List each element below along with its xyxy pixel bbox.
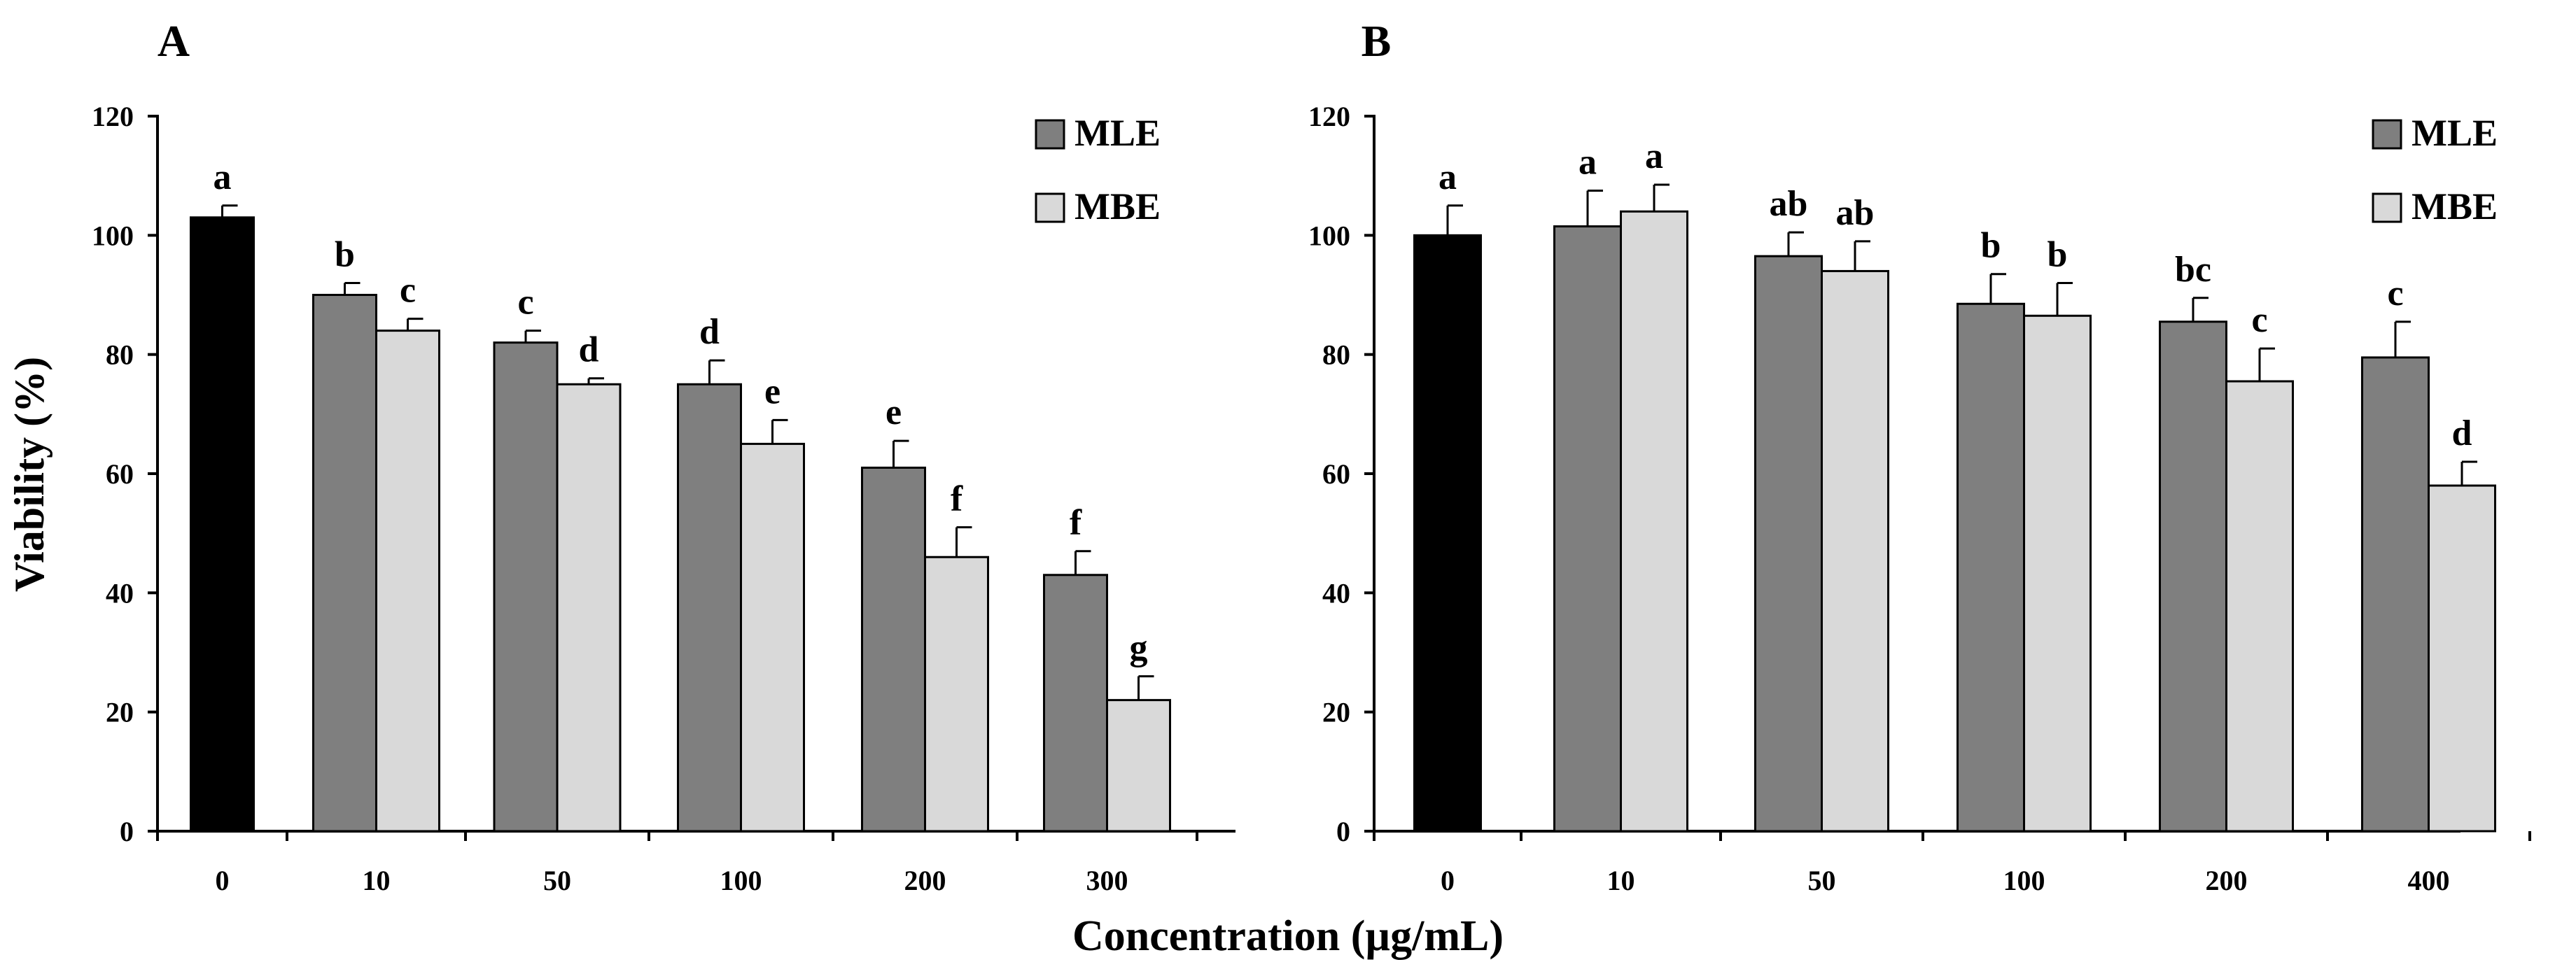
significance-letter: d bbox=[579, 330, 599, 370]
bar-mle bbox=[493, 341, 559, 833]
significance-letter: c bbox=[2387, 274, 2403, 313]
bar-mle bbox=[1553, 225, 1622, 833]
significance-letter: a bbox=[214, 157, 232, 197]
significance-letter: c bbox=[400, 271, 416, 311]
x-axis-label: Concentration (µg/mL) bbox=[1072, 912, 1504, 960]
x-tick-label: 200 bbox=[2206, 865, 2248, 896]
y-tick-label: 80 bbox=[106, 339, 134, 371]
significance-letter: a bbox=[1438, 157, 1457, 197]
bar-control bbox=[190, 216, 255, 833]
significance-letter: g bbox=[1130, 628, 1148, 668]
significance-letter: ab bbox=[1770, 184, 1808, 224]
significance-letter: b bbox=[335, 234, 355, 274]
bar-mbe bbox=[556, 383, 622, 833]
legend-swatch-mle bbox=[1035, 119, 1065, 150]
y-tick-label: 20 bbox=[1322, 697, 1350, 728]
x-tick-label: 10 bbox=[363, 865, 391, 896]
bar-mle bbox=[1043, 574, 1108, 833]
significance-letter: f bbox=[951, 479, 963, 519]
y-tick-label: 20 bbox=[106, 697, 134, 728]
bar-mbe bbox=[2023, 314, 2092, 833]
bar-mle bbox=[312, 294, 377, 833]
significance-letter: a bbox=[1578, 142, 1597, 182]
significance-letter: ab bbox=[1836, 193, 1875, 233]
significance-letter: e bbox=[764, 372, 780, 411]
y-tick-label: 100 bbox=[1308, 220, 1350, 251]
significance-letter: b bbox=[2047, 234, 2068, 274]
y-tick-label: 60 bbox=[1322, 458, 1350, 490]
legend-swatch-mbe bbox=[1035, 192, 1065, 223]
x-tick-label: 200 bbox=[904, 865, 946, 896]
legend-label-mle: MLE bbox=[2412, 112, 2498, 154]
y-tick-label: 100 bbox=[92, 220, 134, 251]
bar-mbe bbox=[1821, 269, 1889, 833]
x-tick-label: 100 bbox=[720, 865, 762, 896]
panel-label-a: A bbox=[158, 16, 190, 66]
bar-mbe bbox=[375, 330, 440, 833]
y-tick-label: 120 bbox=[1308, 101, 1350, 132]
x-tick-label: 100 bbox=[2003, 865, 2045, 896]
significance-letter: c bbox=[517, 283, 533, 323]
legend-label-mbe: MBE bbox=[1074, 185, 1161, 227]
significance-letter: bc bbox=[2175, 250, 2211, 290]
x-tick-label: 50 bbox=[543, 865, 571, 896]
significance-letter: d bbox=[2452, 413, 2472, 453]
bar-mle bbox=[2159, 320, 2227, 833]
x-tick-label: 10 bbox=[1607, 865, 1635, 896]
panel-label-b: B bbox=[1362, 16, 1392, 66]
bar-mbe bbox=[2428, 484, 2496, 833]
bar-mle bbox=[861, 466, 926, 833]
y-tick-label: 60 bbox=[106, 458, 134, 490]
x-tick-label: 0 bbox=[216, 865, 230, 896]
x-tick-label: 300 bbox=[1086, 865, 1128, 896]
legend-swatch-mle bbox=[2372, 119, 2402, 150]
bar-mbe bbox=[1106, 699, 1171, 833]
significance-letter: f bbox=[1070, 503, 1082, 543]
x-tick-label: 400 bbox=[2408, 865, 2450, 896]
bar-mbe bbox=[924, 556, 989, 833]
y-tick-label: 0 bbox=[120, 816, 134, 847]
panel-a: A 0 20 40 60 80 100 120 0 a 10 b c 50 c d 100 d e 200 e f 300 f… bbox=[92, 16, 1236, 896]
x-tick-label: 0 bbox=[1441, 865, 1455, 896]
bar-mbe bbox=[2225, 380, 2294, 833]
significance-letter: a bbox=[1645, 136, 1663, 176]
legend-label-mle: MLE bbox=[1074, 112, 1161, 154]
significance-letter: d bbox=[699, 312, 720, 352]
y-axis-label: Viability (%) bbox=[6, 357, 52, 592]
bar-mle bbox=[1754, 255, 1823, 833]
significance-letter: e bbox=[886, 392, 902, 432]
y-tick-label: 0 bbox=[1336, 816, 1350, 847]
significance-letter: c bbox=[2251, 300, 2267, 340]
legend-label-mbe: MBE bbox=[2412, 185, 2498, 227]
x-tick-label: 50 bbox=[1808, 865, 1836, 896]
bar-mle bbox=[2361, 356, 2430, 833]
legend-swatch-mbe bbox=[2372, 192, 2402, 223]
bar-mbe bbox=[1620, 210, 1688, 833]
y-tick-label: 80 bbox=[1322, 339, 1350, 371]
bar-mbe bbox=[740, 442, 805, 833]
bar-mle bbox=[677, 383, 742, 833]
significance-letter: b bbox=[1981, 226, 2001, 266]
y-tick-label: 40 bbox=[1322, 577, 1350, 609]
y-tick-label: 120 bbox=[92, 101, 134, 132]
bar-mle bbox=[1956, 302, 2025, 833]
bar-control bbox=[1413, 234, 1482, 833]
y-tick-label: 40 bbox=[106, 577, 134, 609]
